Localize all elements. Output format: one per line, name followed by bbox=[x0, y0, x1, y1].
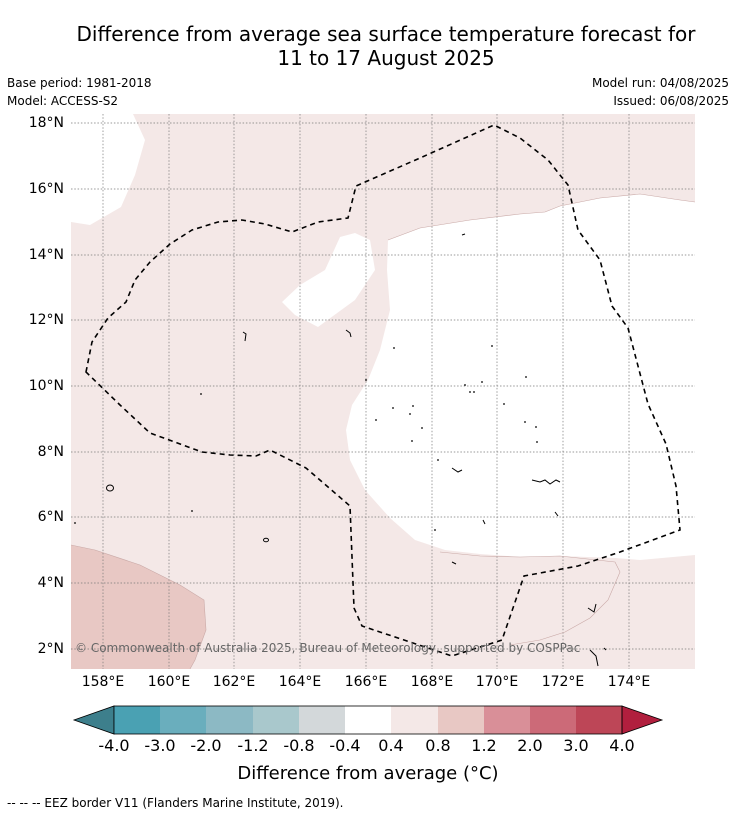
colorbar-tick-label: 4.0 bbox=[609, 736, 635, 755]
colorbar-tick-label: 0.4 bbox=[378, 736, 404, 755]
lat-label: 4°N bbox=[37, 575, 64, 591]
colorbar-seg-6 bbox=[345, 706, 391, 734]
eez-border bbox=[85, 124, 681, 657]
colorbar-title: Difference from average (°C) bbox=[0, 763, 736, 784]
colorbar-tick-label: 0.8 bbox=[425, 736, 451, 755]
colorbar-tick-label: -1.2 bbox=[237, 736, 269, 755]
colorbar-seg-10 bbox=[530, 706, 576, 734]
colorbar bbox=[72, 705, 664, 735]
island-dots bbox=[74, 345, 538, 531]
near-average-region-east bbox=[346, 194, 695, 560]
issued-date: Issued: 06/08/2025 bbox=[613, 94, 729, 108]
colorbar-extend-high bbox=[621, 705, 664, 735]
colorbar-tick-label: -0.4 bbox=[329, 736, 361, 755]
colorbar-tick-label: 2.0 bbox=[517, 736, 543, 755]
lat-label: 12°N bbox=[28, 312, 64, 328]
lon-label: 164°E bbox=[278, 674, 322, 690]
lat-label: 16°N bbox=[28, 181, 64, 197]
map-area bbox=[71, 114, 695, 669]
colorbar-seg-2 bbox=[160, 706, 206, 734]
lon-label: 160°E bbox=[147, 674, 191, 690]
base-period: Base period: 1981-2018 bbox=[7, 76, 152, 90]
colorbar-seg-9 bbox=[484, 706, 530, 734]
graticule bbox=[71, 114, 695, 669]
colorbar-seg-1 bbox=[114, 706, 160, 734]
meta-right: Model run: 04/08/2025 Issued: 06/08/2025 bbox=[592, 74, 729, 110]
lat-label: 6°N bbox=[37, 509, 64, 525]
colorbar-tick-label: -0.8 bbox=[283, 736, 315, 755]
lat-label: 14°N bbox=[28, 247, 64, 263]
colorbar-seg-11 bbox=[576, 706, 622, 734]
near-average-region-north bbox=[71, 114, 145, 225]
lat-label: 8°N bbox=[37, 444, 64, 460]
model-run: Model run: 04/08/2025 bbox=[591, 76, 729, 90]
copyright-credit: © Commonwealth of Australia 2025, Bureau… bbox=[75, 641, 581, 655]
lon-label: 162°E bbox=[212, 674, 256, 690]
colorbar-tick-label: -2.0 bbox=[190, 736, 222, 755]
lat-label: 2°N bbox=[37, 641, 64, 657]
chart-title: Difference from average sea surface temp… bbox=[0, 22, 736, 70]
title-line-1: Difference from average sea surface temp… bbox=[76, 22, 696, 46]
colorbar-tick-label: -3.0 bbox=[144, 736, 176, 755]
colorbar-seg-4 bbox=[253, 706, 299, 734]
anomaly-band-mid bbox=[71, 545, 206, 669]
lat-label: 10°N bbox=[28, 378, 64, 394]
colorbar-extend-low bbox=[72, 705, 115, 735]
title-line-2: 11 to 17 August 2025 bbox=[277, 46, 495, 70]
colorbar-seg-7 bbox=[391, 706, 438, 734]
model-name: Model: ACCESS-S2 bbox=[7, 94, 119, 108]
colorbar-seg-5 bbox=[299, 706, 345, 734]
colorbar-tick-label: 3.0 bbox=[563, 736, 589, 755]
meta-left: Base period: 1981-2018 Model: ACCESS-S2 bbox=[7, 74, 152, 110]
colorbar-seg-8 bbox=[438, 706, 484, 734]
lat-label: 18°N bbox=[28, 115, 64, 131]
islands bbox=[106, 233, 607, 667]
lon-label: 166°E bbox=[344, 674, 388, 690]
near-average-region-islet bbox=[282, 233, 375, 327]
lon-label: 170°E bbox=[475, 674, 519, 690]
lon-label: 168°E bbox=[410, 674, 454, 690]
lon-label: 174°E bbox=[607, 674, 651, 690]
colorbar-seg-3 bbox=[206, 706, 253, 734]
colorbar-tick-label: -4.0 bbox=[98, 736, 130, 755]
colorbar-title-text: Difference from average (°C) bbox=[237, 763, 499, 784]
lon-label: 172°E bbox=[541, 674, 585, 690]
lon-label: 158°E bbox=[81, 674, 125, 690]
eez-footnote: -- -- -- EEZ border V11 (Flanders Marine… bbox=[7, 796, 344, 810]
colorbar-tick-label: 1.2 bbox=[471, 736, 497, 755]
